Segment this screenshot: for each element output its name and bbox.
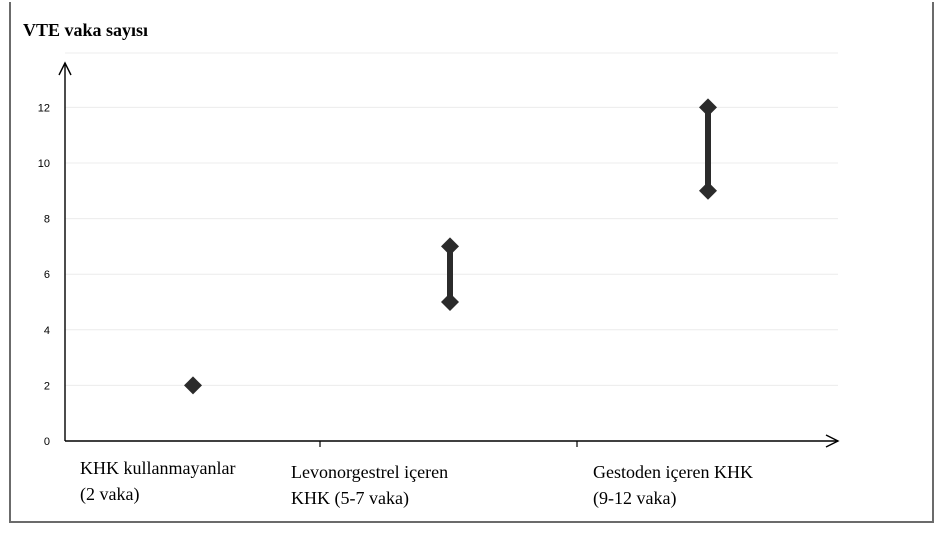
category-label-levonorgestrel: Levonorgestrel içeren KHK (5-7 vaka) [291,462,449,508]
y-tick-label-12: 12 [38,102,50,114]
y-tick-label-2: 2 [44,380,50,392]
category-label-gestoden: Gestoden içeren KHK (9-12 vaka) [593,462,753,508]
y-tick-label-6: 6 [44,269,50,281]
y-tick-label-10: 10 [38,158,50,170]
range-low-marker-2 [699,181,717,200]
y-tick-label-0: 0 [44,436,50,448]
chart-frame [9,2,934,523]
y-axis-arrow [58,61,72,76]
x-axis-arrow [825,434,840,448]
range-high-marker-1 [441,237,459,256]
range-high-marker-2 [699,98,717,117]
y-axis-label: VTE vaka sayısı [23,20,149,40]
range-low-marker-1 [441,293,459,311]
category-label-no-khk: KHK kullanmayanlar (2 vaka) [80,458,236,504]
point-marker-0 [184,376,202,395]
y-tick-label-8: 8 [44,214,50,226]
y-tick-label-4: 4 [44,325,50,337]
